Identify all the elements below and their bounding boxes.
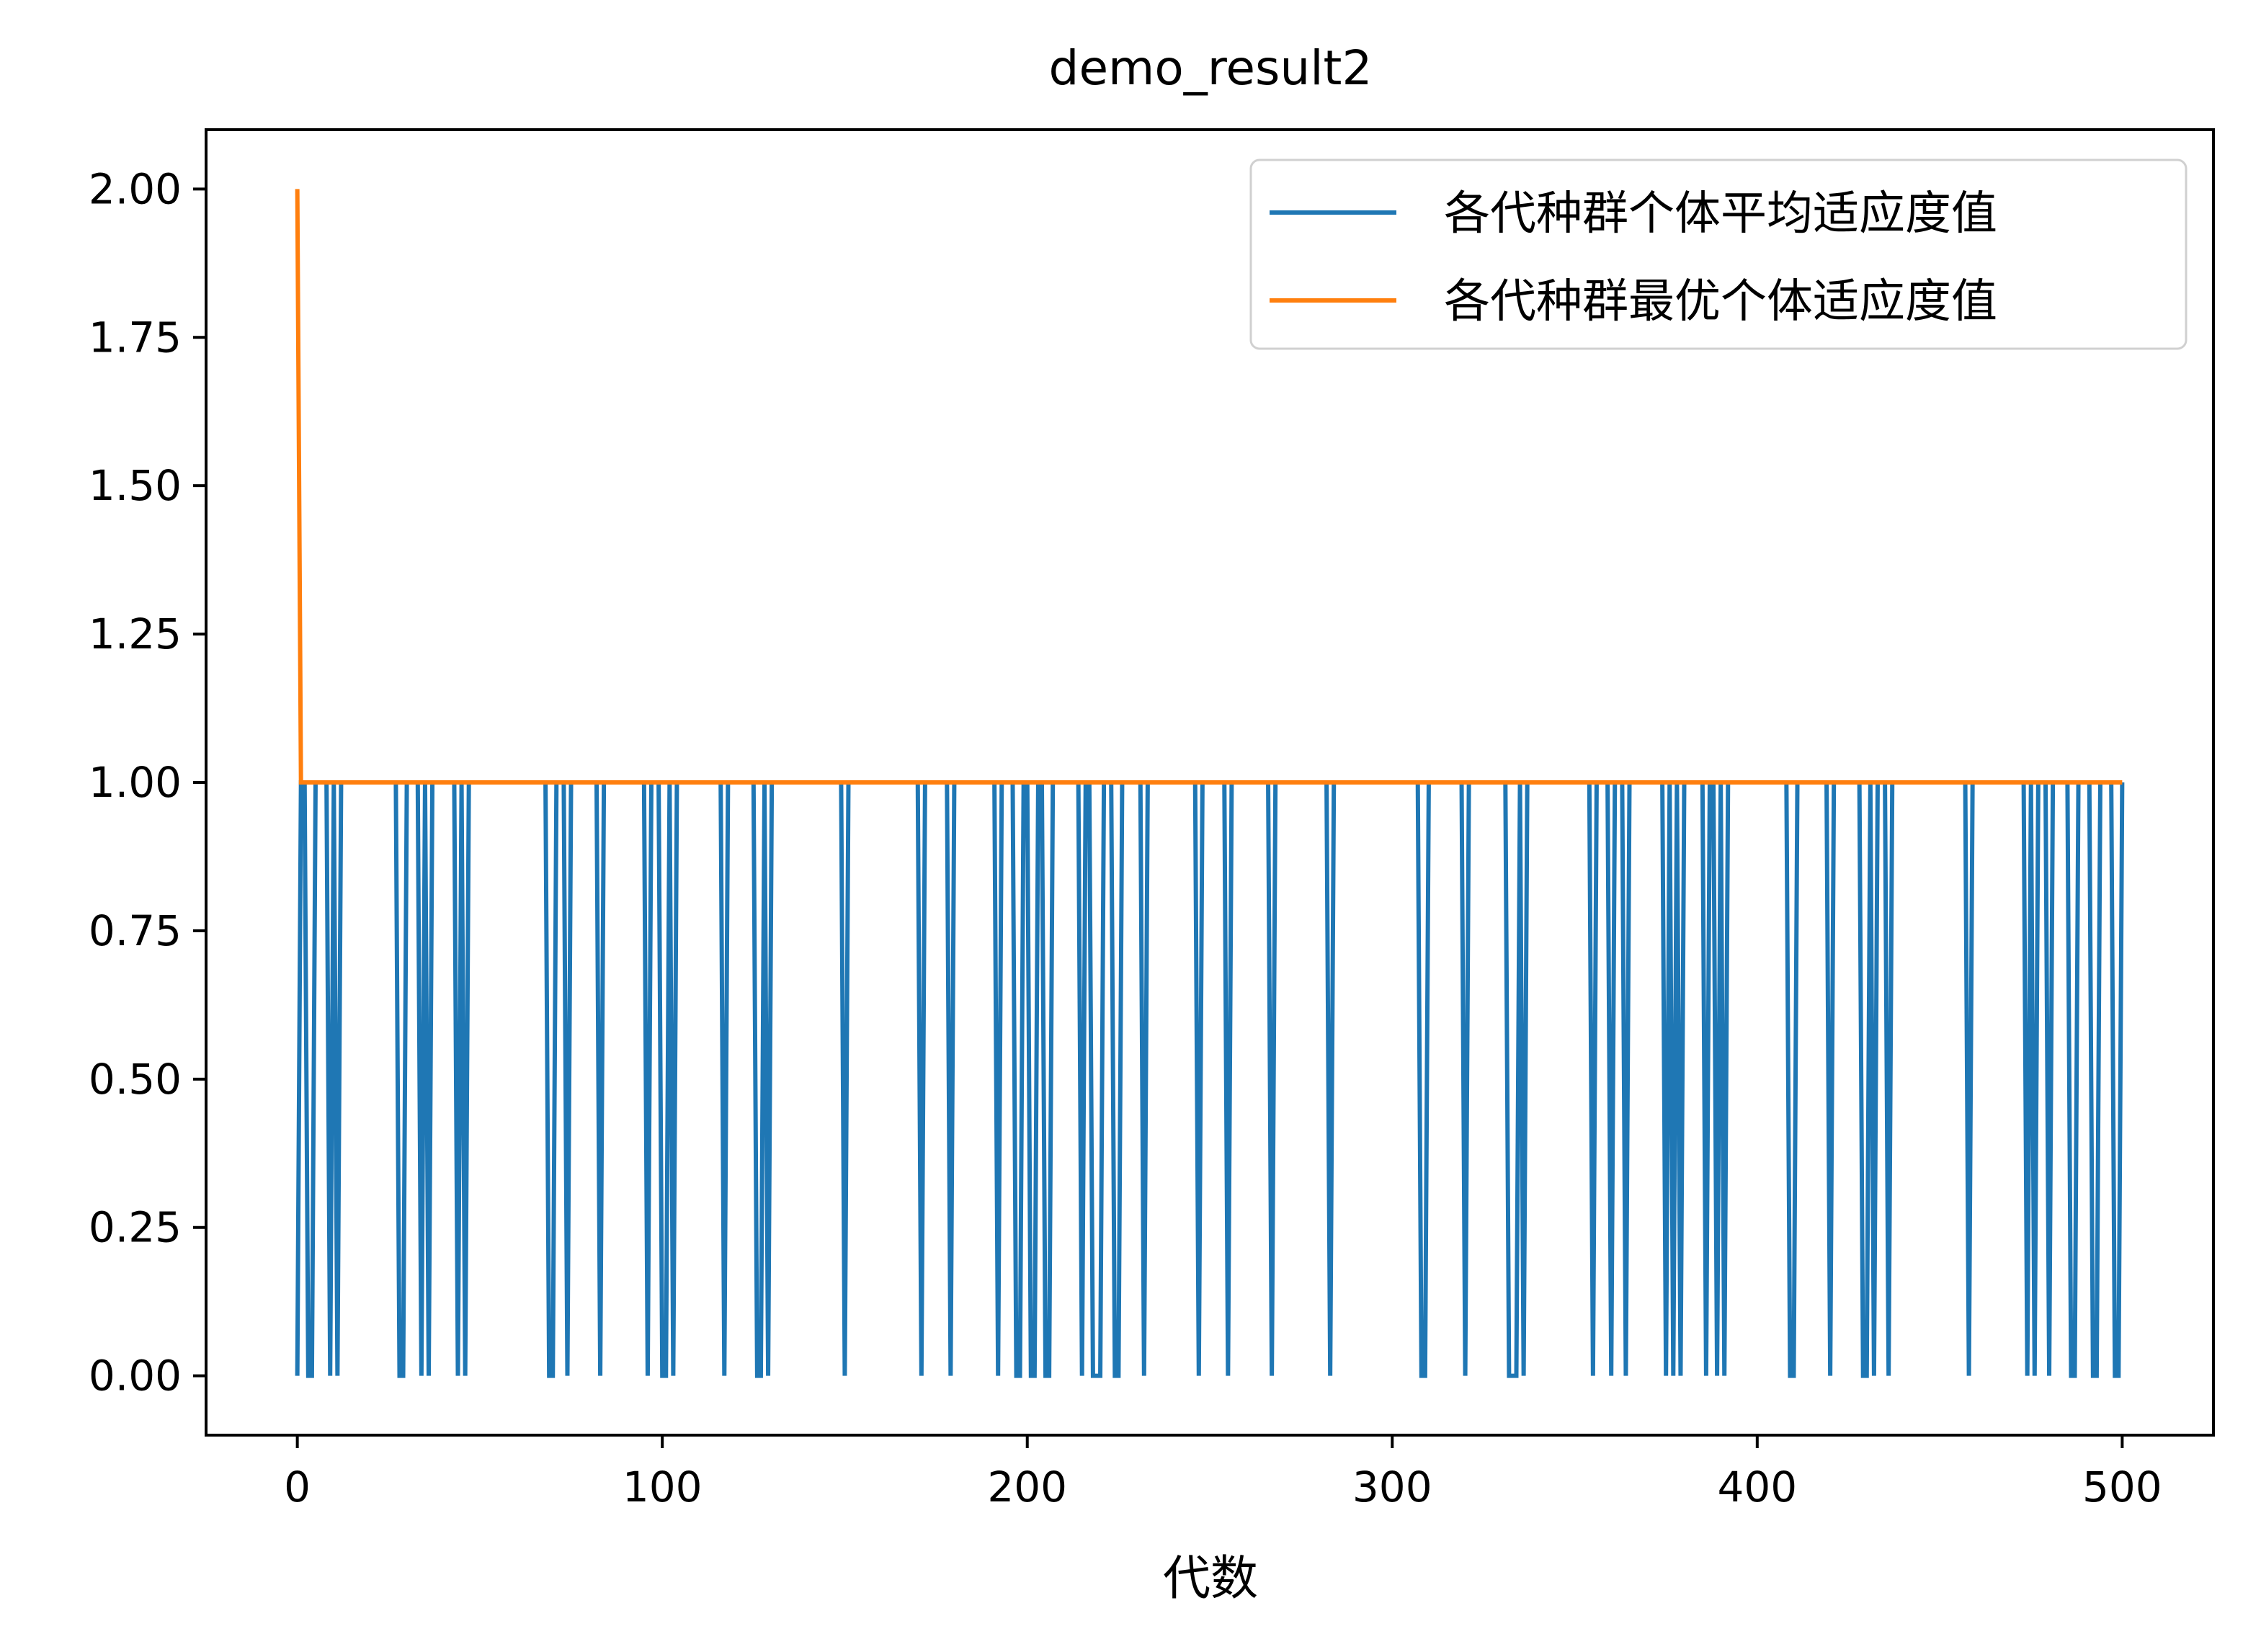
y-tick-label: 1.75	[89, 313, 182, 362]
x-axis-ticks: 0 100 200 300 400 500	[284, 1435, 2162, 1512]
x-tick-label: 100	[623, 1463, 703, 1512]
chart-legend: 各代种群个体平均适应度值 各代种群最优个体适应度值	[1249, 158, 2188, 350]
x-tick-label: 200	[987, 1463, 1067, 1512]
x-tick-label: 400	[1717, 1463, 1797, 1512]
y-tick-label: 0.25	[89, 1203, 182, 1252]
y-tick-label: 0.00	[89, 1352, 182, 1401]
chart-title: demo_result2	[1049, 40, 1373, 96]
legend-label-best: 各代种群最优个体适应度值	[1444, 275, 1997, 329]
y-tick-label: 1.25	[89, 610, 182, 658]
y-tick-label: 1.00	[89, 758, 182, 807]
x-axis-label: 代数	[1163, 1550, 1258, 1606]
plot-series	[295, 189, 2125, 1378]
legend-label-average: 各代种群个体平均适应度值	[1444, 187, 1997, 241]
y-axis-ticks: 0.00 0.25 0.50 0.75 1.00 1.25 1.50 1.75 2.00	[89, 164, 206, 1401]
x-tick-label: 300	[1352, 1463, 1432, 1512]
y-tick-label: 0.50	[89, 1055, 182, 1104]
series-line-best	[295, 189, 2123, 785]
y-tick-label: 1.50	[89, 461, 182, 510]
series-line-average	[295, 780, 2125, 1378]
x-tick-label: 500	[2082, 1463, 2162, 1512]
x-tick-label: 0	[284, 1463, 311, 1512]
y-tick-label: 2.00	[89, 164, 182, 213]
legend-box	[1249, 158, 2188, 350]
y-tick-label: 0.75	[89, 906, 182, 955]
